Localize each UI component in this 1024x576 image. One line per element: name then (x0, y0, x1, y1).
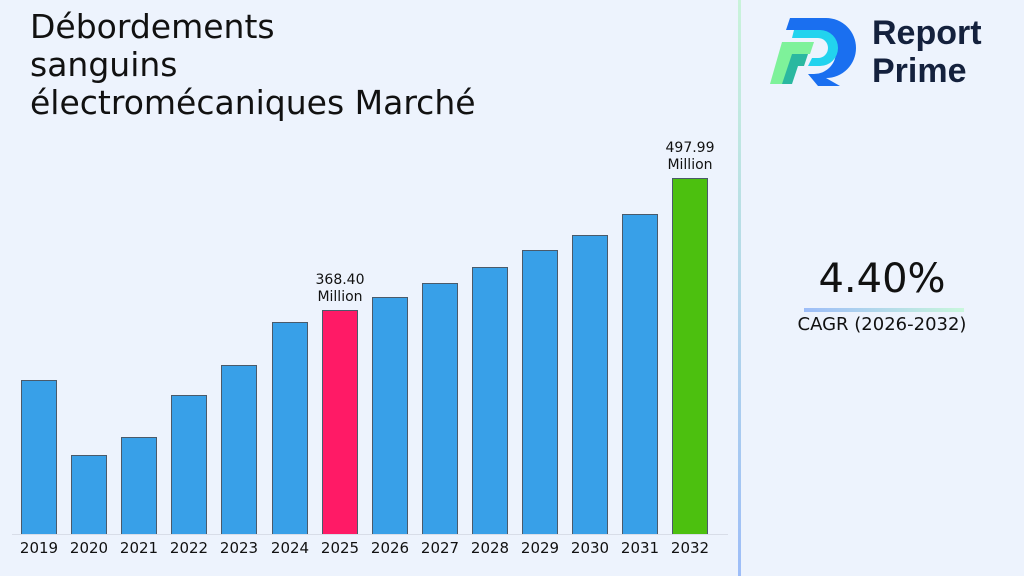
bar-2022 (171, 395, 207, 534)
x-tick-label: 2021 (119, 539, 159, 557)
x-tick-label: 2029 (520, 539, 560, 557)
bar-2032 (672, 178, 708, 534)
cagr-value: 4.40% (818, 256, 946, 302)
bar-2029 (522, 250, 558, 534)
brand-name: Report Prime (872, 14, 982, 90)
x-axis-baseline (12, 534, 728, 535)
x-tick-label: 2025 (320, 539, 360, 557)
x-tick-label: 2030 (570, 539, 610, 557)
x-tick-label: 2031 (620, 539, 660, 557)
bar-2027 (422, 283, 458, 534)
bar-chart: 2019 2020 2021 2022 2023 2024 2025 368.40 Millio… (12, 140, 728, 557)
brand-name-line1: Report (872, 14, 982, 52)
cagr-label: CAGR (2026-2032) (797, 314, 967, 335)
brand-name-line2: Prime (872, 52, 967, 90)
panel-divider (738, 0, 741, 576)
bar-2023 (221, 365, 257, 534)
x-tick-label: 2022 (169, 539, 209, 557)
bar-2025 (322, 310, 358, 534)
report-prime-logo-icon (770, 18, 856, 86)
bar-2031 (622, 214, 658, 534)
bar-2028 (472, 267, 508, 534)
chart-title: Débordements sanguins électromécaniques … (30, 7, 476, 122)
bar-2024 (272, 322, 308, 534)
bar-2019 (21, 380, 57, 534)
x-tick-label: 2032 (670, 539, 710, 557)
bar-2020 (71, 455, 107, 534)
x-tick-label: 2019 (19, 539, 59, 557)
x-tick-label: 2023 (219, 539, 259, 557)
x-tick-label: 2024 (270, 539, 310, 557)
bar-2026 (372, 297, 408, 534)
x-tick-label: 2026 (370, 539, 410, 557)
x-tick-label: 2027 (420, 539, 460, 557)
x-tick-label: 2028 (470, 539, 510, 557)
value-label-2032: 497.99 Million (665, 140, 715, 173)
x-tick-label: 2020 (69, 539, 109, 557)
bar-2021 (121, 437, 157, 534)
cagr-underline (804, 308, 964, 312)
value-label-2025: 368.40 Million (315, 272, 365, 305)
bar-2030 (572, 235, 608, 534)
